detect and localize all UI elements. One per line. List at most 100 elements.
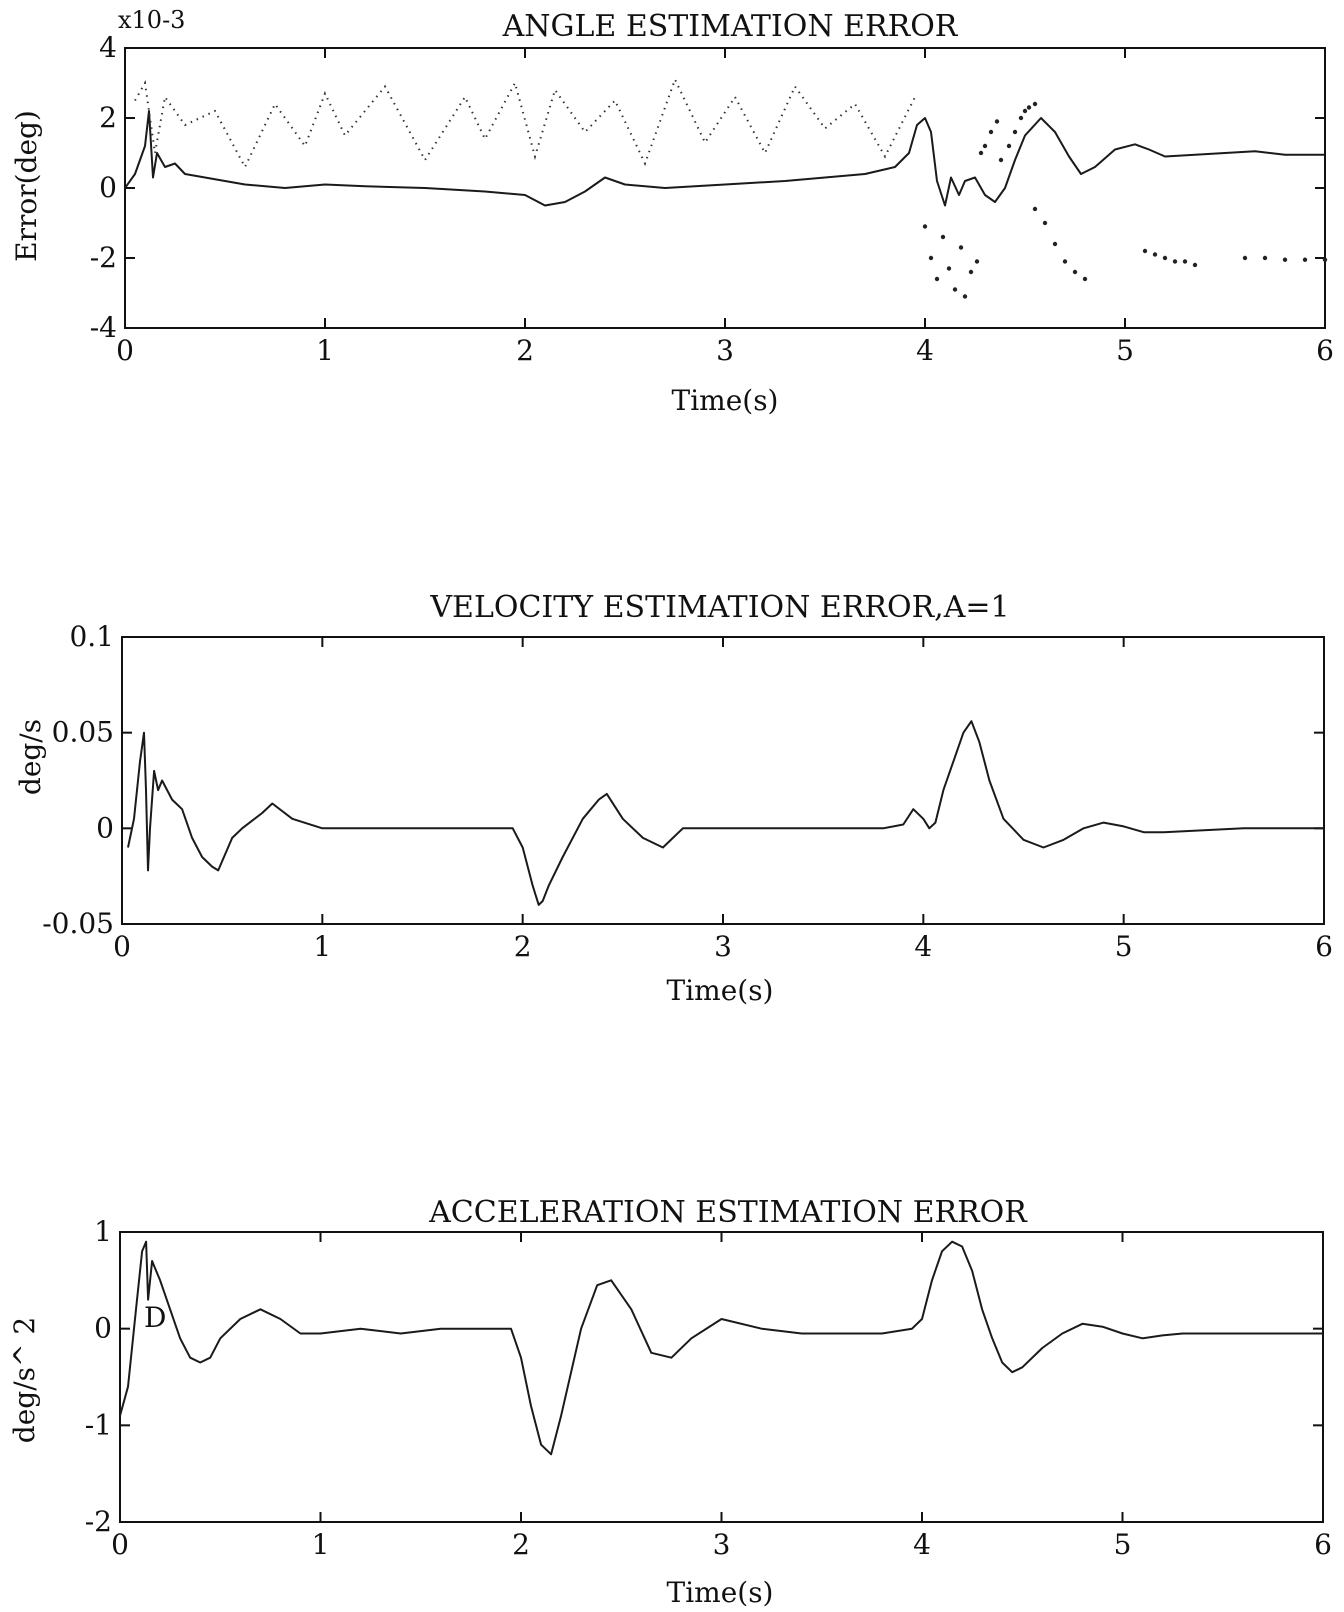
x-tick-label: 4: [916, 334, 934, 367]
data-point: [952, 287, 958, 292]
y-tick-label: 0: [99, 171, 117, 204]
data-point: [934, 276, 940, 282]
data-point: [1006, 143, 1012, 149]
data-point: [940, 234, 946, 240]
chart-title: VELOCITY ESTIMATION ERROR,A=1: [429, 590, 1009, 625]
y-axis-label: Error(deg): [10, 110, 43, 262]
data-point: [998, 157, 1004, 163]
x-ticks: 0 1 2 3 4 5 6: [113, 637, 1333, 963]
series-dots: [922, 224, 980, 299]
data-point: [988, 129, 994, 135]
data-point: [982, 143, 988, 149]
data-point: [928, 255, 934, 261]
series-dots: [978, 101, 1038, 163]
series-layer: [124, 76, 1328, 299]
x-tick-label: 5: [1114, 1528, 1132, 1561]
data-point: [1032, 101, 1038, 107]
y-tick-label: 0: [96, 811, 114, 844]
x-tick-label: 0: [116, 334, 134, 367]
plot-frame: [119, 1231, 1324, 1523]
data-point: [1302, 257, 1308, 262]
y-axis-label: deg/s: [14, 719, 47, 795]
data-point: [1282, 257, 1288, 262]
x-tick-label: 0: [113, 930, 131, 963]
x-tick-label: 2: [512, 1528, 530, 1561]
x-tick-label: 3: [713, 1528, 731, 1561]
x-tick-label: 1: [316, 334, 334, 367]
data-point: [946, 266, 952, 271]
data-point: [1242, 255, 1248, 261]
data-point: [1022, 108, 1028, 114]
x-tick-label: 2: [516, 334, 534, 367]
data-point: [978, 150, 984, 156]
series-layer: [119, 1240, 1323, 1456]
data-point: [1172, 259, 1178, 264]
x-tick-label: 1: [312, 1528, 330, 1561]
data-point: [1052, 241, 1058, 247]
y-tick-label: 4: [99, 31, 117, 64]
y-multiplier-label: x10-3: [118, 6, 185, 34]
data-point: [1182, 259, 1188, 264]
series-line: [124, 110, 1325, 207]
data-point: [968, 269, 974, 275]
y-tick-label: 0: [94, 1312, 112, 1345]
y-axis-label: deg/s^ 2: [8, 1317, 41, 1443]
x-tick-label: 6: [1315, 930, 1333, 963]
velocity-error-panel: VELOCITY ESTIMATION ERROR,A=1 deg/s Time…: [14, 590, 1333, 1007]
x-ticks: 0 1 2 3 4 5 6: [111, 1232, 1332, 1561]
y-tick-label: -4: [90, 311, 117, 344]
acceleration-error-panel: ACCELERATION ESTIMATION ERROR deg/s^ 2 T…: [8, 1195, 1332, 1609]
y-tick-label: -2: [85, 1505, 112, 1538]
data-point: [1042, 220, 1048, 226]
data-point: [1192, 262, 1198, 268]
x-tick-label: 5: [1116, 334, 1134, 367]
y-tick-label: -0.05: [42, 907, 114, 940]
data-point: [962, 294, 968, 299]
y-tick-label: -1: [85, 1408, 112, 1441]
data-point: [1072, 269, 1078, 275]
data-point: [1018, 115, 1024, 121]
data-point: [1032, 206, 1038, 212]
series-dots: [1242, 255, 1328, 262]
y-ticks: -2 -1 0 1: [85, 1215, 1323, 1538]
series-layer: [127, 720, 1324, 906]
x-tick-label: 5: [1115, 930, 1133, 963]
series-line: [127, 720, 1324, 906]
series-dots: [1032, 206, 1088, 282]
series-line-dotted: [134, 76, 916, 170]
y-tick-label: 2: [99, 101, 117, 134]
data-point: [1142, 248, 1148, 254]
y-tick-label: 1: [94, 1215, 112, 1248]
y-ticks: -4 -2 0 2 4: [90, 31, 1325, 344]
y-ticks: -0.05 0 0.05 0.1: [42, 620, 1324, 940]
chart-title: ACCELERATION ESTIMATION ERROR: [428, 1195, 1028, 1230]
data-point: [1026, 105, 1032, 110]
data-point: [1262, 255, 1268, 261]
data-point: [958, 245, 964, 250]
series-dots: [1142, 248, 1198, 268]
data-point: [922, 224, 928, 229]
y-tick-label: -2: [90, 241, 117, 274]
data-point: [994, 119, 1000, 124]
x-tick-label: 3: [716, 334, 734, 367]
data-point: [1062, 259, 1068, 264]
x-tick-label: 2: [514, 930, 532, 963]
x-tick-label: 4: [914, 930, 932, 963]
data-point: [1012, 129, 1018, 135]
x-ticks: 0 1 2 3 4 5 6: [116, 48, 1334, 367]
y-tick-label: 0.05: [52, 716, 114, 749]
x-tick-label: 6: [1316, 334, 1334, 367]
x-tick-label: 4: [913, 1528, 931, 1561]
data-point: [1162, 255, 1168, 261]
x-tick-label: 0: [111, 1528, 129, 1561]
data-point: [1082, 276, 1088, 282]
curve-annotation: D: [144, 1301, 166, 1334]
x-axis-label: Time(s): [667, 974, 774, 1007]
chart-title: ANGLE ESTIMATION ERROR: [502, 9, 959, 44]
data-point: [1152, 252, 1158, 257]
data-point: [1322, 257, 1328, 262]
y-tick-label: 0.1: [69, 620, 114, 653]
x-axis-label: Time(s): [667, 1576, 774, 1609]
series-line: [119, 1240, 1323, 1456]
